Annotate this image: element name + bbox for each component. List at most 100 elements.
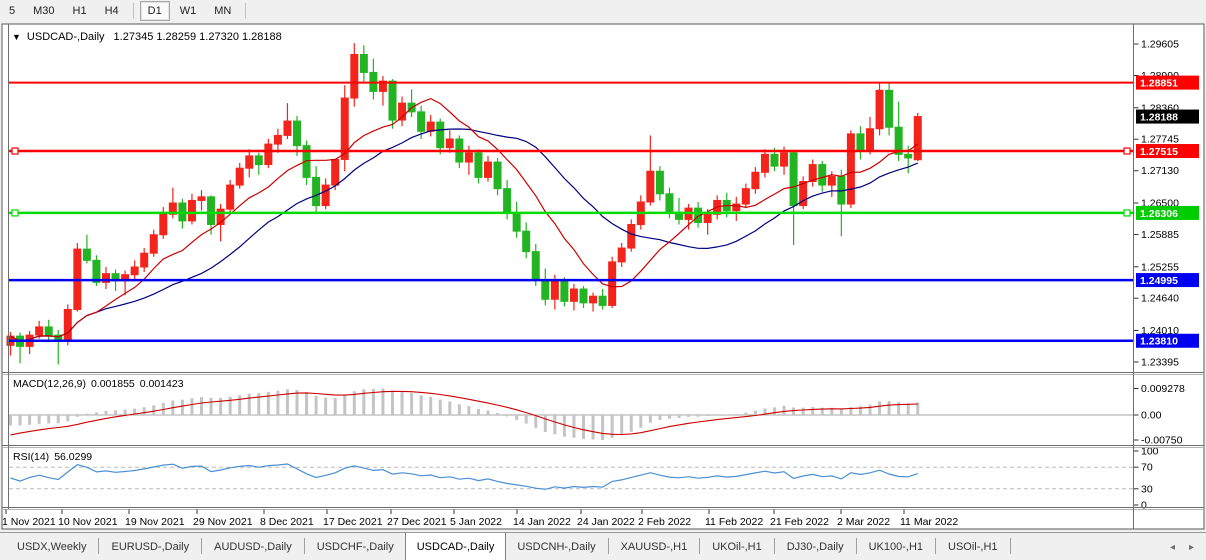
candle-body [464,152,473,163]
candle-body [770,153,779,167]
candle-body [522,230,531,253]
chart-tab-ukoil-h1[interactable]: UKOil-,H1 [712,541,762,553]
timeframe-button-h4[interactable]: H4 [104,5,119,17]
candle-body [321,184,330,207]
macd-axis-label: -0.00750 [1141,435,1183,447]
candle-body [560,280,569,302]
candle-body [359,53,368,73]
candle-body [732,203,741,212]
chart-tab-dj30-daily[interactable]: DJ30-,Daily [786,541,844,553]
candle-body [378,80,387,92]
timeframe-button-5[interactable]: 5 [9,5,16,17]
candle-body [913,116,922,161]
tab-separator [1009,538,1011,554]
price-tick-label: 1.24640 [1141,293,1179,305]
candle-body [493,161,502,190]
candle-body [273,134,282,145]
ma-fast-line [10,97,919,342]
price-tick-label: 1.25885 [1141,229,1179,241]
tab-separator [607,538,609,554]
date-label: 14 Jan 2022 [513,516,571,528]
chart-tab-usdchf-daily[interactable]: USDCHF-,Daily [316,541,394,553]
tab-separator [201,538,203,554]
candle-body [780,152,789,167]
candle-body [655,170,664,195]
timeframe-button-mn[interactable]: MN [214,5,232,17]
candle-body [293,120,301,147]
candle-body [312,176,321,207]
timeframe-button-h1[interactable]: H1 [72,5,87,17]
toolbar-separator [245,3,247,19]
candle-body [92,259,101,283]
level-line-handle[interactable] [11,147,19,155]
price-tag [1136,144,1199,159]
level-line-handle[interactable] [1123,147,1131,155]
candle-body [436,121,445,149]
ma-slow-line [10,128,919,342]
candle-body [608,261,617,306]
candle-body [474,152,483,178]
timeframe-button-w1[interactable]: W1 [179,5,197,17]
symbol-tabs: USDX,Weekly EURUSD-,Daily AUDUSD-,Daily USD… [0,533,1158,560]
tab-scroll-left-icon[interactable]: ◂ [1169,541,1175,553]
candle-body [149,234,158,254]
candle-body [159,213,168,236]
candle-body [226,184,235,210]
chart-tab-eurusd-daily[interactable]: EURUSD-,Daily [111,541,190,553]
chart-ohlc-values: 1.27345 1.28259 1.27320 1.28188 [113,31,282,43]
candle-body [484,161,492,178]
candle-body [904,153,913,159]
price-tick-label: 1.27745 [1141,134,1179,146]
level-line-handle[interactable] [1123,209,1131,217]
candle-body [130,266,139,276]
chart-tab-usdcad-daily[interactable]: USDCAD-,Daily [404,533,507,560]
candle-body [894,126,903,155]
date-label: 24 Jan 2022 [577,516,635,528]
chart-title: ▼ USDCAD-,Daily 1.27345 1.28259 1.27320 1.… [12,31,282,43]
candle-body [751,171,760,190]
candle-body [818,164,827,186]
price-tag-value: 1.26306 [1140,208,1178,220]
price-tick-label: 1.29605 [1141,39,1179,51]
candle-body [808,164,817,182]
chart-tab-usoil-h1[interactable]: USOil-,H1 [948,541,998,553]
price-tick-label: 1.27130 [1141,165,1179,177]
rsi-axis-label: 30 [1141,483,1153,495]
candle-body [350,53,359,99]
macd-axis-label: 0.00 [1141,410,1162,422]
chart-background [1,23,1205,530]
chart-tab-audusd-daily[interactable]: AUDUSD-,Daily [214,541,292,553]
candle-body [885,89,894,128]
tab-scroll-right-icon[interactable]: ▸ [1188,541,1194,553]
candle-body [340,97,349,160]
level-line-handle[interactable] [11,209,19,217]
chart-tab-usdx-weekly[interactable]: USDX,Weekly [17,541,87,553]
price-tag-value: 1.28851 [1140,78,1178,90]
price-chart[interactable]: 1.296051.289901.283601.277451.271301.265… [0,22,1206,532]
candle-body [197,196,206,201]
dropdown-caret-icon[interactable]: ▼ [12,32,21,42]
tab-separator [699,538,701,554]
tab-separator [935,538,937,554]
chart-tab-uk100-h1[interactable]: UK100-,H1 [868,541,924,553]
price-tag [1136,205,1199,220]
candle-body [388,80,397,121]
chart-window: 1.296051.289901.283601.277451.271301.265… [0,22,1206,534]
date-label: 5 Jan 2022 [450,516,502,528]
chart-tab-usdcnh-daily[interactable]: USDCNH-,Daily [517,541,596,553]
timeframe-button-m30[interactable]: M30 [33,5,55,17]
symbol-tab-bar: USDX,Weekly EURUSD-,Daily AUDUSD-,Daily USD… [0,532,1206,560]
candle-body [82,248,91,261]
candle-body [789,152,798,207]
candle-body [569,288,578,302]
timeframe-button-d1[interactable]: D1 [139,1,170,21]
candle-body [875,89,884,130]
candle-body [331,158,340,186]
candle-body [856,133,865,152]
candle-body [102,273,110,283]
candle-body [168,202,177,215]
tab-separator [773,538,775,554]
candle-body [503,188,512,214]
chart-tab-xauusd-h1[interactable]: XAUUSD-,H1 [620,541,688,553]
